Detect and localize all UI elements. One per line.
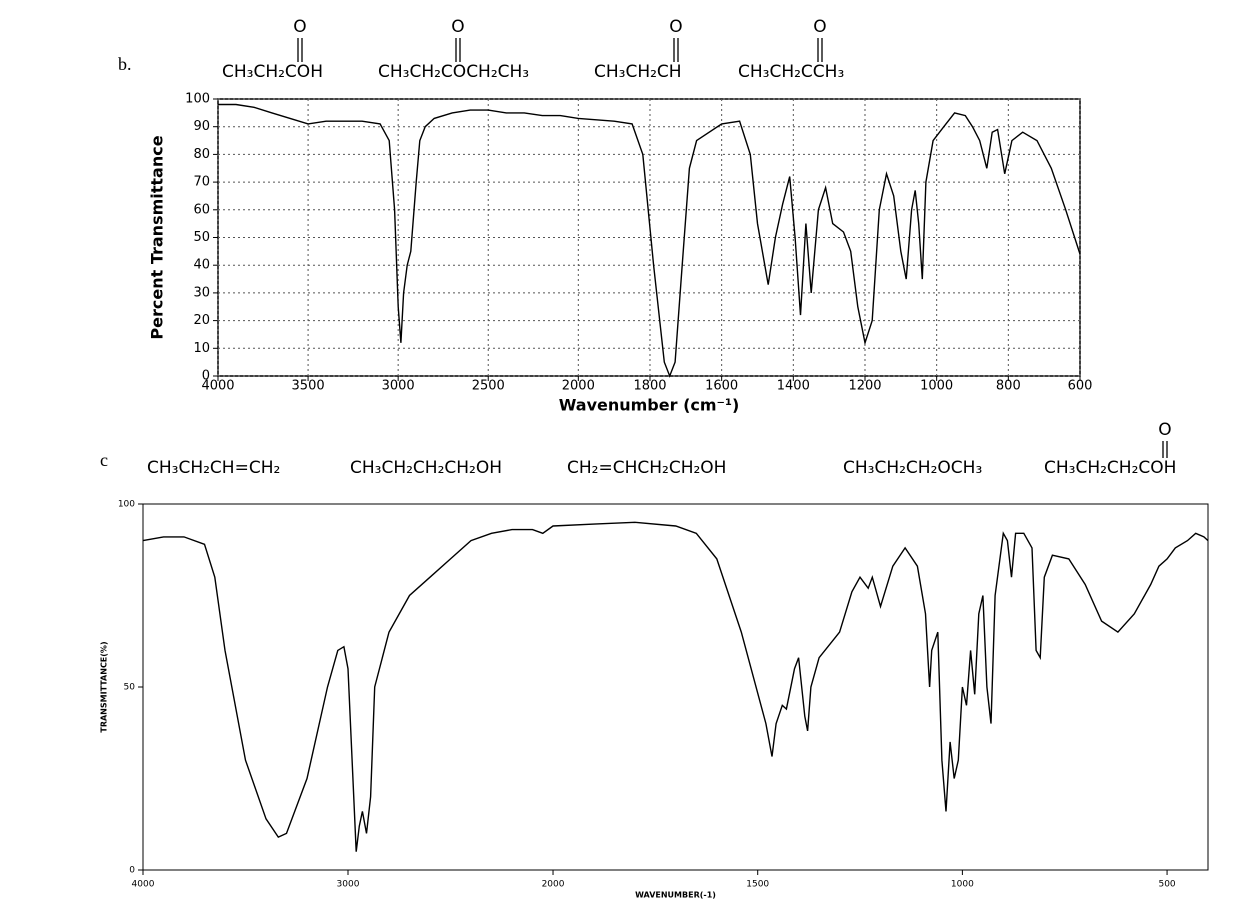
x-axis-label: WAVENUMBER(-1) xyxy=(635,891,716,900)
spectrum-line xyxy=(142,521,1209,852)
carbonyl-oxygen: O xyxy=(1158,420,1171,440)
y-tick-label: 30 xyxy=(193,285,210,300)
y-tick-label: 0 xyxy=(202,369,210,384)
x-tick-label: 1000 xyxy=(951,880,974,890)
formula: CH₃CH₂CCH₃ xyxy=(738,62,844,82)
x-tick-label: 1500 xyxy=(746,880,769,890)
y-axis-label: Percent Transmittance xyxy=(148,135,167,339)
formula: CH₃CH₂CH₂CH₂OH xyxy=(350,458,502,478)
formula: CH₃CH₂CH₂COH xyxy=(1044,458,1176,478)
x-tick-label: 1200 xyxy=(848,379,881,394)
x-tick-label: 4000 xyxy=(201,379,234,394)
y-tick-label: 80 xyxy=(193,147,210,162)
spectrum-line xyxy=(218,103,1081,378)
part-label: c xyxy=(100,450,108,470)
y-tick-label: 70 xyxy=(193,175,210,190)
y-tick-label: 60 xyxy=(193,202,210,217)
y-tick-label: 50 xyxy=(193,230,210,245)
x-tick-label: 2500 xyxy=(472,379,505,394)
y-tick-label: 100 xyxy=(185,92,210,107)
y-tick-label: 0 xyxy=(129,866,135,876)
plot-frame xyxy=(142,503,1209,871)
carbonyl-oxygen: O xyxy=(669,17,682,37)
y-tick-label: 90 xyxy=(193,119,210,134)
y-tick-label: 50 xyxy=(124,683,136,693)
formula: CH₃CH₂COH xyxy=(222,62,323,82)
carbonyl-oxygen: O xyxy=(813,17,826,37)
formula: CH₃CH₂CH₂OCH₃ xyxy=(843,458,982,478)
x-tick-label: 2000 xyxy=(542,880,565,890)
x-tick-label: 4000 xyxy=(132,880,155,890)
part-label: b. xyxy=(118,54,132,74)
x-tick-label: 600 xyxy=(1068,379,1093,394)
formula: CH₃CH₂CH=CH₂ xyxy=(147,458,280,478)
y-tick-label: 10 xyxy=(193,341,210,356)
x-tick-label: 1000 xyxy=(920,379,953,394)
x-tick-label: 3500 xyxy=(292,379,325,394)
formula: CH₃CH₂CH xyxy=(594,62,682,82)
x-tick-label: 2000 xyxy=(562,379,595,394)
carbonyl-oxygen: O xyxy=(293,17,306,37)
x-tick-label: 1800 xyxy=(633,379,666,394)
y-tick-label: 20 xyxy=(193,313,210,328)
y-axis-label: TRANSMITTANCE(%) xyxy=(100,641,109,732)
x-tick-label: 1600 xyxy=(705,379,738,394)
formula: CH₃CH₂COCH₂CH₃ xyxy=(378,62,529,82)
y-tick-label: 100 xyxy=(118,500,135,510)
x-tick-label: 3000 xyxy=(382,379,415,394)
x-tick-label: 800 xyxy=(996,379,1021,394)
x-tick-label: 3000 xyxy=(337,880,360,890)
carbonyl-oxygen: O xyxy=(451,17,464,37)
x-tick-label: 500 xyxy=(1158,880,1175,890)
formula: CH₂=CHCH₂CH₂OH xyxy=(567,458,726,478)
y-tick-label: 40 xyxy=(193,258,210,273)
x-tick-label: 1400 xyxy=(777,379,810,394)
x-axis-label: Wavenumber (cm⁻¹) xyxy=(559,396,740,415)
